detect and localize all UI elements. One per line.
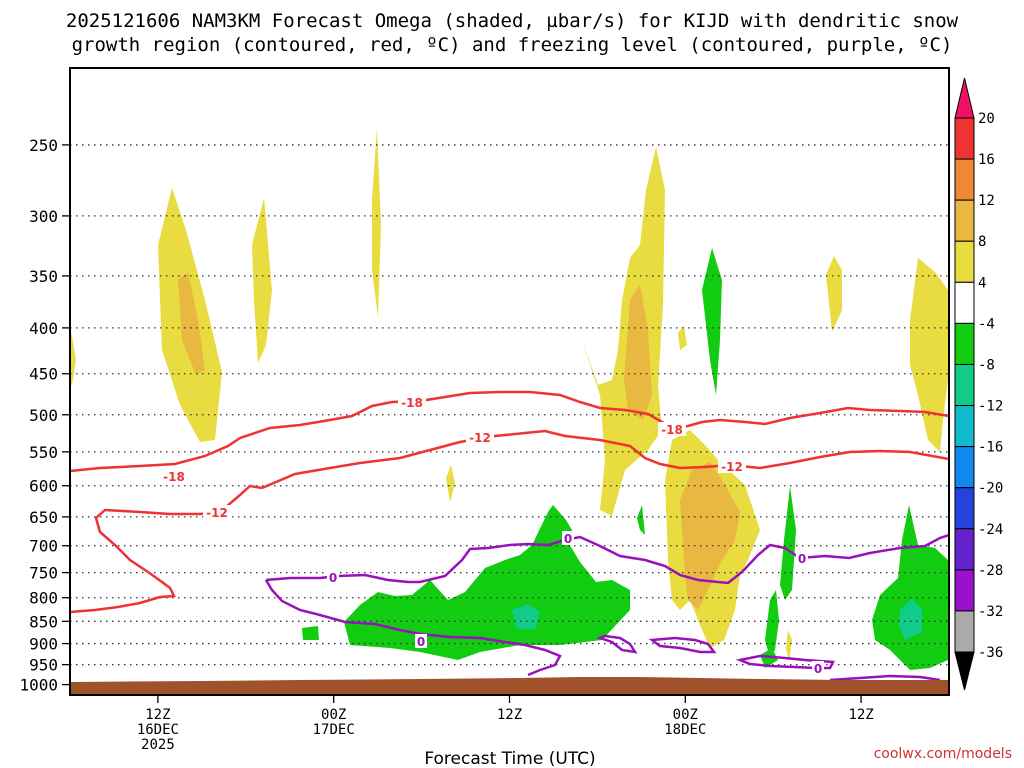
colorbar-label: -20 [978,481,1003,497]
contour-label: -12 [721,460,743,474]
y-tick-label: 650 [29,508,58,527]
y-tick-label: 1000 [19,676,58,695]
contour-labels: -18 -12 -18 -12 -18 -12 0 0 0 0 0 [160,395,824,676]
y-tick-label: 400 [29,319,58,338]
colorbar-label: -8 [978,357,995,373]
x-axis-title: Forecast Time (UTC) [424,749,595,768]
omega-positive-shading [70,128,948,662]
colorbar-swatch [954,158,975,201]
y-tick-label: 300 [29,207,58,226]
colorbar-label: -28 [978,563,1003,579]
colorbar-label: -4 [978,316,995,332]
y-tick-label: 250 [29,136,58,155]
y-tick-label: 600 [29,477,58,496]
x-tick-label: 16DEC [137,722,179,738]
colorbar-label: -32 [978,604,1003,620]
colorbar-label: 4 [978,275,986,291]
x-tick-label: 12Z [497,707,522,723]
contour-label: 0 [417,635,425,649]
colorbar-label: -16 [978,440,1003,456]
y-tick-label: 550 [29,443,58,462]
contour-label: -12 [206,506,228,520]
contour-label: -12 [469,431,491,445]
x-tick-label: 2025 [141,737,175,753]
contour-label: 0 [564,532,572,546]
snow-growth-minus18-upper [70,390,949,473]
colorbar-swatch [954,281,975,324]
colorbar-label: 12 [978,193,995,209]
colorbar-label: 8 [978,234,986,250]
x-tick-label: 00Z [321,707,346,723]
y-tick-label: 350 [29,267,58,286]
colorbar-bottom-arrow [954,651,975,691]
colorbar-label: 20 [978,111,995,127]
freezing-contour-pocket2 [648,636,717,654]
colorbar-swatch [954,240,975,283]
y-tick-label: 900 [29,635,58,654]
colorbar-swatch [954,322,975,365]
colorbar-top-arrow [954,77,975,119]
y-tick-label: 850 [29,612,58,631]
colorbar-swatch [954,405,975,448]
y-axis-labels: 250 300 350 400 450 500 550 600 650 700 750 800 850 9… [19,136,70,695]
contour-label: -18 [401,396,423,410]
contour-label: 0 [798,552,806,566]
omega-negative-shading [302,248,948,670]
colorbar-swatch [954,446,975,489]
y-tick-label: 800 [29,589,58,608]
colorbar-label: -24 [978,522,1003,538]
colorbar-swatch [954,487,975,530]
freezing-level-contours [264,533,949,682]
colorbar-swatch [954,199,975,242]
plot-area: -18 -12 -18 -12 -18 -12 0 0 0 0 0 [70,68,949,695]
colorbar-swatch [954,117,975,160]
y-tick-label: 750 [29,564,58,583]
freezing-contour-lower [264,579,562,677]
x-tick-label: 17DEC [313,722,355,738]
freezing-contour-pocket [596,634,638,654]
colorbar-swatch [954,569,975,612]
snow-growth-minus12-upper [261,429,949,490]
x-tick-label: 12Z [145,707,170,723]
contour-label: -18 [163,470,185,484]
colorbar-swatch [954,363,975,407]
y-tick-label: 700 [29,537,58,556]
chart-title-line2: growth region (contoured, red, ºC) and f… [72,34,953,56]
freezing-contour-bottom [829,674,941,682]
colorbar-swatch [954,610,975,653]
x-tick-label: 00Z [673,707,698,723]
y-tick-label: 500 [29,406,58,425]
colorbar-label: 16 [978,152,995,168]
colorbar-label: -12 [978,399,1003,415]
x-tick-label: 12Z [848,707,873,723]
contour-label: 0 [329,571,337,585]
contour-label: -18 [661,423,683,437]
x-tick-label: 18DEC [664,722,706,738]
colorbar: 20 16 12 8 4 -4 -8 -12 -16 -20 -24 -28 -32 -36 [954,77,1003,691]
terrain-ground [70,677,949,695]
chart-title-line1: 2025121606 NAM3KM Forecast Omega (shaded… [66,10,959,32]
colorbar-label: -36 [978,645,1003,661]
freezing-contour-main [265,533,949,585]
colorbar-swatch [954,528,975,571]
freezing-contour-right [735,654,835,670]
credit-text: coolwx.com/models [874,746,1012,762]
contour-label: 0 [814,662,822,676]
y-tick-label: 450 [29,365,58,384]
y-tick-label: 950 [29,656,58,675]
